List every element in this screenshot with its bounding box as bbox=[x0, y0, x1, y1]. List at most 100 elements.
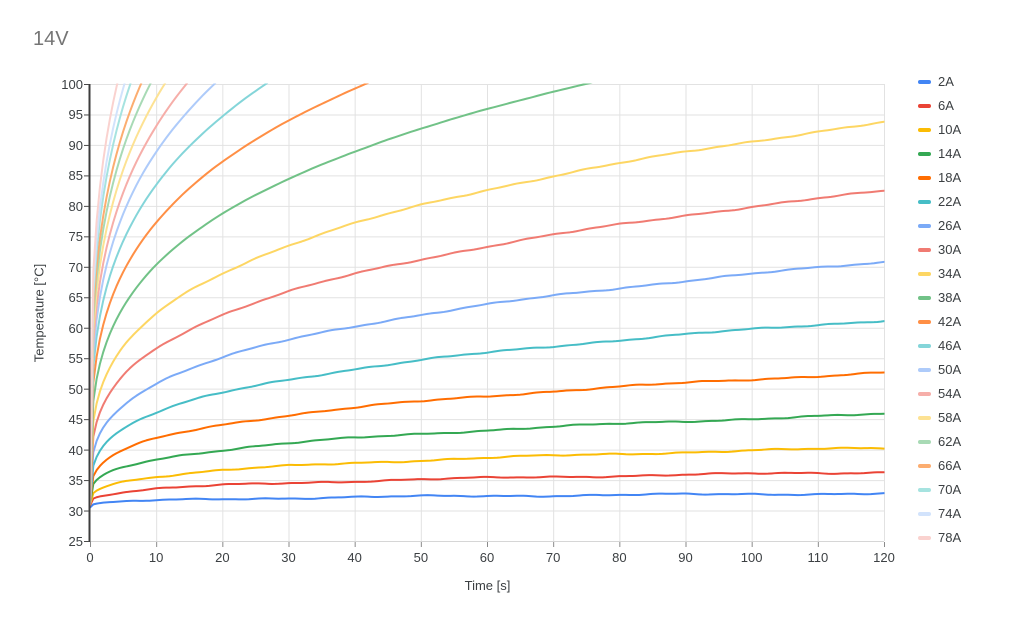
legend-label: 58A bbox=[938, 410, 962, 425]
legend-label: 66A bbox=[938, 458, 962, 473]
legend-item-58A: 58A bbox=[918, 410, 961, 426]
legend-label: 14A bbox=[938, 146, 962, 161]
series-curves bbox=[89, 83, 885, 509]
legend-swatch-6A bbox=[918, 104, 931, 108]
legend-label: 22A bbox=[938, 194, 962, 209]
legend-swatch-58A bbox=[918, 416, 931, 420]
x-tick-label-30: 30 bbox=[281, 550, 296, 565]
legend-item-54A: 54A bbox=[918, 386, 961, 402]
legend-swatch-46A bbox=[918, 344, 931, 348]
legend-item-26A: 26A bbox=[918, 218, 961, 234]
curve-62A bbox=[89, 83, 152, 506]
y-tick-label-60: 60 bbox=[68, 320, 83, 336]
legend-item-18A: 18A bbox=[918, 170, 961, 186]
curve-74A bbox=[89, 83, 126, 506]
legend-label: 34A bbox=[938, 266, 962, 281]
curve-22A bbox=[89, 320, 885, 506]
curve-54A bbox=[89, 83, 189, 506]
legend-label: 38A bbox=[938, 290, 962, 305]
legend-label: 26A bbox=[938, 218, 962, 233]
legend-swatch-62A bbox=[918, 440, 931, 444]
legend-swatch-30A bbox=[918, 248, 931, 252]
legend-item-14A: 14A bbox=[918, 146, 961, 162]
legend-label: 42A bbox=[938, 314, 962, 329]
legend-label: 54A bbox=[938, 386, 962, 401]
legend-item-2A: 2A bbox=[918, 74, 954, 90]
legend-swatch-54A bbox=[918, 392, 931, 396]
legend-label: 62A bbox=[938, 434, 962, 449]
x-tick-label-110: 110 bbox=[807, 550, 829, 565]
x-tick-label-50: 50 bbox=[413, 550, 429, 565]
legend-item-78A: 78A bbox=[918, 530, 961, 546]
legend-swatch-18A bbox=[918, 176, 931, 180]
curve-30A bbox=[89, 189, 885, 506]
y-tick-label-95: 95 bbox=[68, 107, 83, 123]
y-tick-label-25: 25 bbox=[68, 534, 83, 549]
curve-34A bbox=[89, 120, 885, 506]
y-tick-label-50: 50 bbox=[68, 381, 83, 397]
y-tick-label-35: 35 bbox=[68, 473, 83, 489]
legend-swatch-66A bbox=[918, 464, 931, 468]
legend-item-50A: 50A bbox=[918, 362, 961, 378]
y-tick-label-30: 30 bbox=[68, 503, 83, 519]
curve-2A bbox=[89, 492, 885, 509]
curve-14A bbox=[89, 412, 885, 506]
legend-swatch-42A bbox=[918, 320, 931, 324]
legend-swatch-74A bbox=[918, 512, 931, 516]
legend-item-30A: 30A bbox=[918, 242, 961, 258]
y-tick-label-80: 80 bbox=[68, 198, 83, 214]
curve-78A bbox=[89, 83, 119, 506]
legend-item-74A: 74A bbox=[918, 506, 961, 522]
y-tick-label-75: 75 bbox=[68, 229, 83, 245]
axes bbox=[84, 84, 885, 547]
chart-title: 14V bbox=[33, 28, 69, 50]
legend-item-22A: 22A bbox=[918, 194, 961, 210]
x-tick-label-100: 100 bbox=[740, 550, 763, 565]
curve-46A bbox=[89, 83, 269, 506]
curve-66A bbox=[89, 83, 143, 506]
x-tick-label-60: 60 bbox=[479, 550, 495, 565]
curve-58A bbox=[89, 83, 167, 506]
legend-swatch-22A bbox=[918, 200, 931, 204]
legend-label: 50A bbox=[938, 362, 962, 377]
x-tick-label-40: 40 bbox=[347, 550, 362, 565]
y-tick-label-85: 85 bbox=[68, 168, 83, 184]
y-tick-label-40: 40 bbox=[68, 442, 83, 458]
curve-50A bbox=[89, 83, 217, 506]
legend-swatch-26A bbox=[918, 224, 931, 228]
curve-18A bbox=[89, 371, 885, 506]
x-axis-title: Time [s] bbox=[464, 578, 511, 593]
x-tick-label-90: 90 bbox=[678, 550, 693, 565]
legend-item-66A: 66A bbox=[918, 458, 961, 474]
legend-label: 18A bbox=[938, 170, 962, 185]
x-tick-label-120: 120 bbox=[873, 550, 895, 565]
legend-label: 10A bbox=[938, 122, 962, 137]
legend-swatch-14A bbox=[918, 152, 931, 156]
x-tick-label-10: 10 bbox=[148, 550, 164, 565]
curve-6A bbox=[89, 471, 885, 507]
legend-label: 2A bbox=[938, 74, 954, 89]
curve-26A bbox=[89, 260, 885, 506]
legend-swatch-50A bbox=[918, 368, 931, 372]
legend-swatch-34A bbox=[918, 272, 931, 276]
legend-item-38A: 38A bbox=[918, 290, 961, 306]
x-tick-label-80: 80 bbox=[612, 550, 627, 565]
legend-label: 70A bbox=[938, 482, 962, 497]
legend-item-42A: 42A bbox=[918, 314, 961, 330]
legend-swatch-38A bbox=[918, 296, 931, 300]
y-tick-label-70: 70 bbox=[68, 259, 83, 275]
legend-swatch-10A bbox=[918, 128, 931, 132]
legend-label: 6A bbox=[938, 98, 954, 113]
legend-label: 30A bbox=[938, 242, 962, 257]
y-tick-label-90: 90 bbox=[68, 137, 83, 153]
legend-swatch-2A bbox=[918, 80, 931, 84]
legend-item-46A: 46A bbox=[918, 338, 961, 354]
curve-38A bbox=[89, 83, 593, 506]
legend-item-62A: 62A bbox=[918, 434, 961, 450]
y-axis-title: Temperature [°C] bbox=[31, 263, 47, 362]
legend-item-70A: 70A bbox=[918, 482, 961, 498]
legend-label: 46A bbox=[938, 338, 962, 353]
legend-item-34A: 34A bbox=[918, 266, 961, 282]
